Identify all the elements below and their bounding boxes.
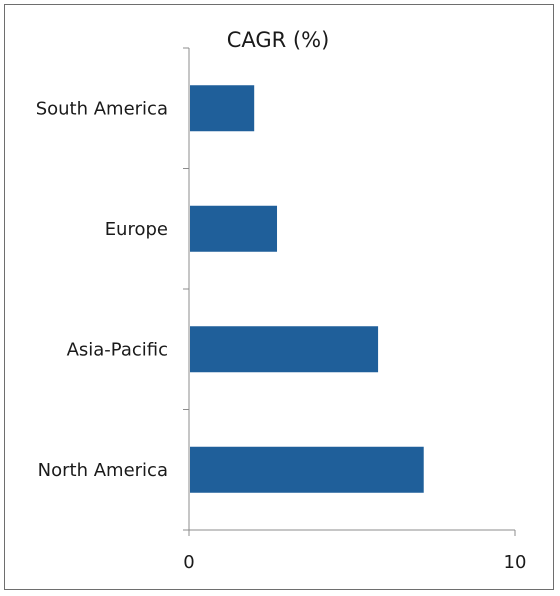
plot-area: 0 10 South America Europe Asia-Pacific North … [36, 47, 527, 573]
chart-title: CAGR (%) [227, 28, 330, 52]
category-label-south-america: South America [36, 98, 168, 119]
category-label-asia-pacific: Asia-Pacific [67, 339, 168, 360]
bar-north-america [190, 446, 424, 493]
category-label-north-america: North America [38, 460, 168, 481]
x-tick-label-10: 10 [504, 552, 527, 573]
x-tick-label-0: 0 [183, 552, 194, 573]
category-label-europe: Europe [105, 219, 168, 240]
bar-europe [190, 205, 278, 252]
bar-asia-pacific [190, 326, 379, 373]
bar-south-america [190, 85, 255, 132]
